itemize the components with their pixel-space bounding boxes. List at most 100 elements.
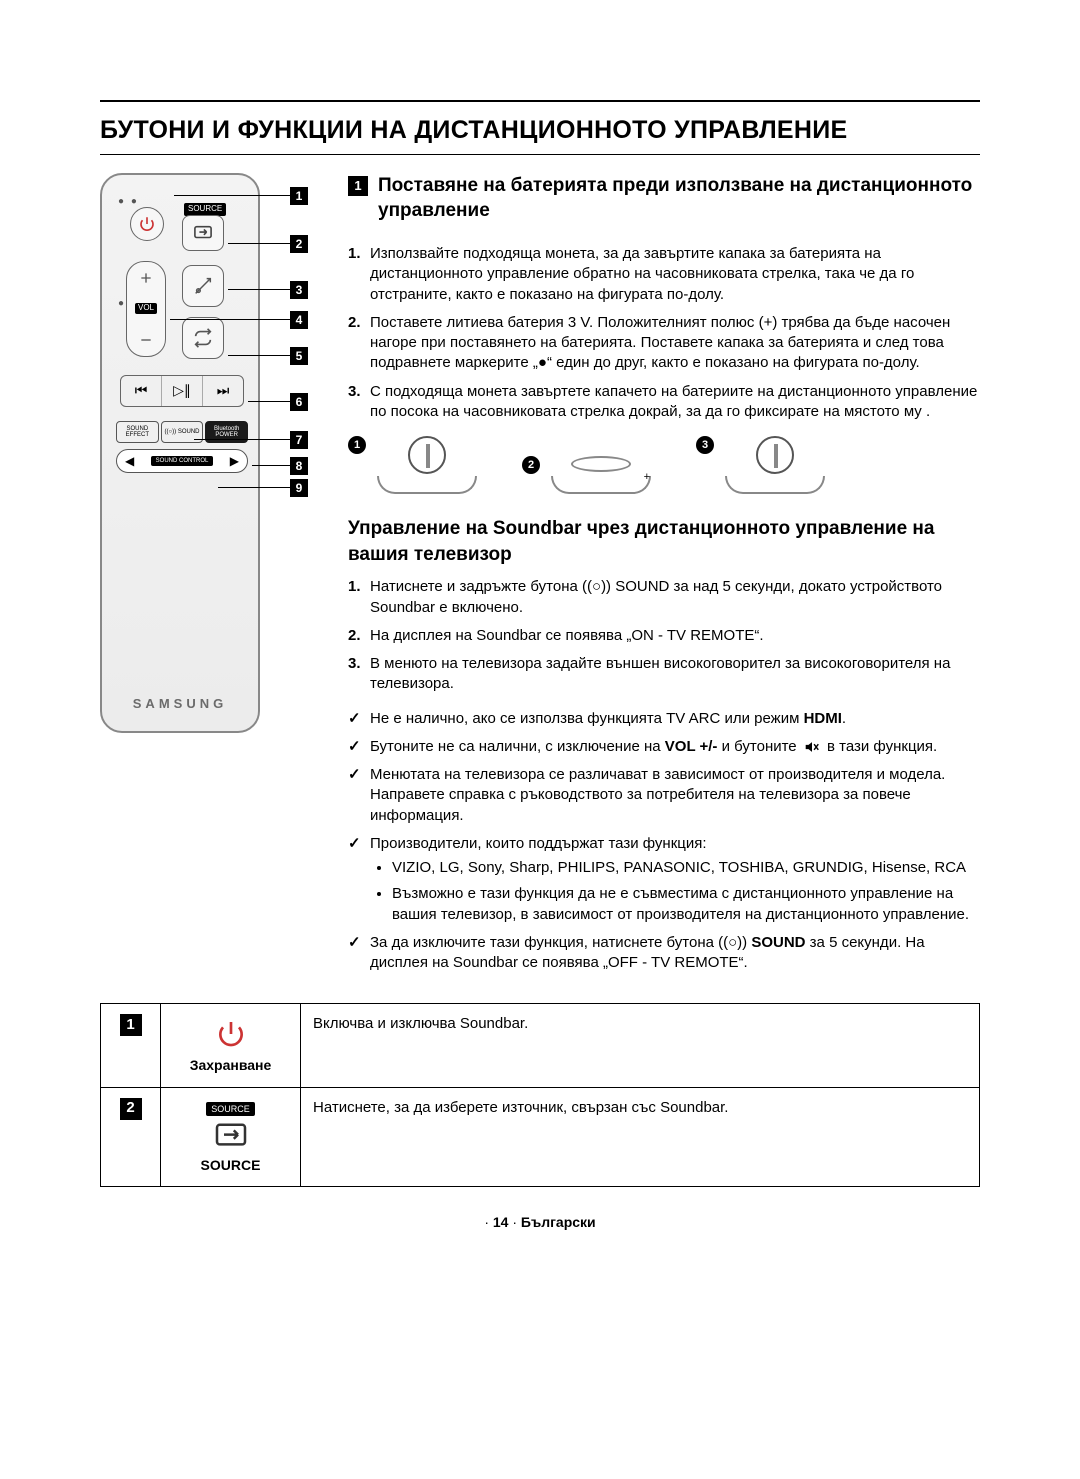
cell-icon-2: SOURCE SOURCE: [161, 1087, 301, 1187]
coin-draw-3: [720, 436, 830, 494]
callout-5: 5: [290, 347, 308, 365]
sound-control-row: ◀ SOUND CONTROL ▶: [116, 449, 248, 473]
tbl-label-2: SOURCE: [201, 1157, 261, 1173]
cell-num-1: 1: [101, 1004, 161, 1087]
lead-1: [174, 195, 290, 196]
lead-2: [228, 243, 290, 244]
note-4: Производители, които поддържат тази функ…: [348, 834, 980, 925]
note-4-b1: VIZIO, LG, Sony, Sharp, PHILIPS, PANASON…: [392, 858, 980, 878]
callout-7: 7: [290, 431, 308, 449]
cell-desc-2: Натиснете, за да изберете източник, свър…: [301, 1087, 980, 1187]
table-row: 1 Захранване Включва и изключва Soundbar…: [101, 1004, 980, 1087]
section2-steps: Натиснете и задръжте бутона ((○)) SOUND …: [348, 577, 980, 694]
s2-step-1-text: Натиснете и задръжте бутона ((○)) SOUND …: [370, 578, 942, 615]
button-table: 1 Захранване Включва и изключва Soundbar…: [100, 1003, 980, 1187]
note-2-mid: и бутоните: [717, 738, 800, 755]
right-arrow-icon: ▶: [230, 453, 239, 469]
coin-num-1: 1: [348, 436, 366, 454]
note-1-text: Не е налично, ако се използва функцията …: [370, 710, 804, 727]
settings-button-icon: [182, 265, 224, 307]
coin-num-3: 3: [696, 436, 714, 454]
cell-desc-1: Включва и изключва Soundbar.: [301, 1004, 980, 1087]
note-1-suffix: .: [842, 710, 846, 727]
lead-9: [218, 487, 290, 488]
s1-step-2: Поставете литиева батерия 3 V. Положител…: [348, 313, 980, 374]
remote-wrap: ● ● ● ● SOURCE VOL: [100, 173, 320, 733]
table-row: 2 SOURCE SOURCE Натиснете, за да изберет…: [101, 1087, 980, 1187]
coin-step-3: 3: [696, 436, 830, 494]
note-5-bold: SOUND: [751, 934, 805, 951]
source-button-icon: [182, 215, 224, 251]
mute-icon: [803, 740, 821, 754]
tbl-label-1: Захранване: [190, 1057, 272, 1073]
note-1-bold: HDMI: [804, 710, 842, 727]
coin-draw-2: +: [546, 456, 656, 494]
callout-6: 6: [290, 393, 308, 411]
callout-9: 9: [290, 479, 308, 497]
note-2-bold: VOL +/-: [665, 738, 718, 755]
section1-steps: Използвайте подходяща монета, за да завъ…: [348, 244, 980, 422]
footer-page: 14: [493, 1214, 509, 1230]
prev-icon: ⏮: [121, 376, 162, 406]
fn-sound-effect: SOUND EFFECT: [116, 421, 159, 443]
footer-lang: Български: [521, 1214, 596, 1230]
power-button-icon: [130, 207, 164, 241]
ir-dots: ● ●: [118, 195, 139, 209]
content-column: 1 Поставяне на батерията преди използван…: [348, 173, 980, 982]
note-1: Не е налично, ако се използва функцията …: [348, 709, 980, 729]
note-2-pre: Бутоните не са налични, с изключение на: [370, 738, 665, 755]
source-badge: SOURCE: [206, 1102, 255, 1116]
source-icon: [214, 1122, 248, 1150]
sound-control-label: SOUND CONTROL: [151, 456, 214, 466]
tbl-num-2: 2: [120, 1098, 142, 1120]
top-rule: [100, 100, 980, 102]
coin-step-2: 2 +: [522, 456, 656, 494]
left-arrow-icon: ◀: [125, 453, 134, 469]
note-4-bullets: VIZIO, LG, Sony, Sharp, PHILIPS, PANASON…: [370, 858, 980, 925]
repeat-button-icon: [182, 317, 224, 359]
lead-3: [228, 289, 290, 290]
note-2: Бутоните не са налични, с изключение на …: [348, 737, 980, 757]
s1-step-1: Използвайте подходяща монета, за да завъ…: [348, 244, 980, 305]
s2-step-2: На дисплея на Soundbar се появява „ON - …: [348, 626, 980, 646]
remote-column: ● ● ● ● SOURCE VOL: [100, 173, 320, 982]
lead-4: [170, 319, 290, 320]
title-underline: [100, 154, 980, 155]
remote-illustration: ● ● ● ● SOURCE VOL: [100, 173, 260, 733]
callout-2: 2: [290, 235, 308, 253]
cell-icon-1: Захранване: [161, 1004, 301, 1087]
callout-1: 1: [290, 187, 308, 205]
note-4-text: Производители, които поддържат тази функ…: [370, 835, 707, 852]
note-5-pre: За да изключите тази функция, натиснете …: [370, 934, 751, 951]
note-2-post: в тази функция.: [827, 738, 937, 755]
coin-num-2: 2: [522, 456, 540, 474]
lead-5: [228, 355, 290, 356]
section2-notes: Не е налично, ако се използва функцията …: [348, 709, 980, 974]
lead-6: [248, 401, 290, 402]
volume-rocker-icon: VOL: [126, 261, 166, 357]
lead-7: [194, 439, 290, 440]
section1-title: Поставяне на батерията преди използване …: [378, 173, 980, 224]
note-3: Менютата на телевизора се различават в з…: [348, 765, 980, 826]
tbl-num-1: 1: [120, 1014, 142, 1036]
s2-step-1: Натиснете и задръжте бутона ((○)) SOUND …: [348, 577, 980, 618]
callout-stack: 1 2 3 4 5 6 7 8 9: [290, 187, 308, 497]
vol-label: VOL: [135, 303, 157, 314]
note-4-b2: Възможно е тази функция да не е съвмести…: [392, 884, 980, 925]
s1-step-3: С подходяща монета завъртете капачето на…: [348, 382, 980, 423]
footer-sep: ·: [508, 1214, 520, 1230]
note-5: За да изключите тази функция, натиснете …: [348, 933, 980, 974]
next-icon: ⏭: [203, 376, 243, 406]
section1-head: 1 Поставяне на батерията преди използван…: [348, 173, 980, 234]
battery-figure-row: 1 2 + 3: [348, 436, 980, 494]
callout-3: 3: [290, 281, 308, 299]
main-layout: ● ● ● ● SOURCE VOL: [100, 173, 980, 982]
section2-title: Управление на Soundbar чрез дистанционно…: [348, 516, 980, 567]
transport-row: ⏮ ▷∥ ⏭: [120, 375, 244, 407]
page-footer: · 14 · Български: [100, 1213, 980, 1232]
cell-num-2: 2: [101, 1087, 161, 1187]
coin-step-1: 1: [348, 436, 482, 494]
source-label: SOURCE: [184, 203, 226, 216]
callout-8: 8: [290, 457, 308, 475]
callout-4: 4: [290, 311, 308, 329]
